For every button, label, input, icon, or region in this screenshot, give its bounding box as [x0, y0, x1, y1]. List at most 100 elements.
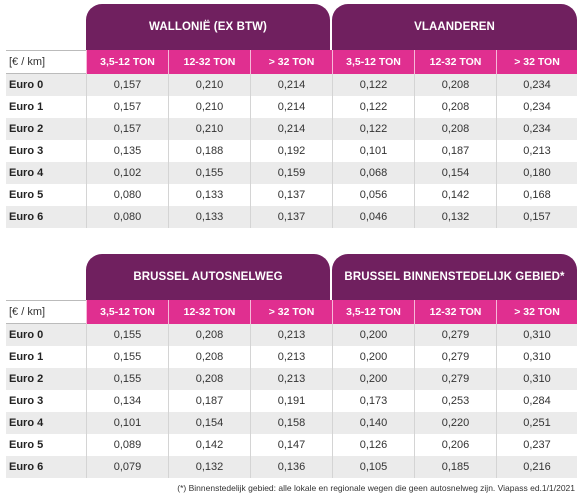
table-cell: 0,155	[86, 368, 168, 390]
table-cell: 0,137	[250, 184, 332, 206]
column-header: 12-32 TON	[168, 300, 250, 324]
table-cell: 0,251	[496, 412, 577, 434]
table-row: Euro 2 0,157 0,210 0,214 0,122 0,208 0,2…	[6, 118, 577, 140]
table-cell: 0,126	[332, 434, 414, 456]
column-header: > 32 TON	[250, 50, 332, 74]
table-row: Euro 5 0,080 0,133 0,137 0,056 0,142 0,1…	[6, 184, 577, 206]
table-cell: 0,213	[250, 324, 332, 346]
table-cell: 0,105	[332, 456, 414, 478]
row-label: Euro 4	[6, 162, 86, 184]
table-cell: 0,168	[496, 184, 577, 206]
column-header-row: [€ / km] 3,5-12 TON 12-32 TON > 32 TON 3…	[6, 50, 577, 74]
table-cell: 0,157	[496, 206, 577, 228]
table-cell: 0,210	[168, 96, 250, 118]
table-cell: 0,142	[168, 434, 250, 456]
table-cell: 0,155	[168, 162, 250, 184]
table-cell: 0,157	[86, 74, 168, 96]
table-cell: 0,208	[414, 74, 496, 96]
table-cell: 0,102	[86, 162, 168, 184]
row-label: Euro 1	[6, 96, 86, 118]
table-cell: 0,214	[250, 74, 332, 96]
table-cell: 0,159	[250, 162, 332, 184]
table-cell: 0,142	[414, 184, 496, 206]
column-header: 3,5-12 TON	[86, 300, 168, 324]
table-row: Euro 6 0,079 0,132 0,136 0,105 0,185 0,2…	[6, 456, 577, 478]
table-cell: 0,210	[168, 74, 250, 96]
table-cell: 0,200	[332, 346, 414, 368]
table-cell: 0,208	[168, 324, 250, 346]
table-cell: 0,140	[332, 412, 414, 434]
row-label: Euro 4	[6, 412, 86, 434]
column-header: 12-32 TON	[414, 300, 496, 324]
table-row: Euro 4 0,102 0,155 0,159 0,068 0,154 0,1…	[6, 162, 577, 184]
table-row: Euro 2 0,155 0,208 0,213 0,200 0,279 0,3…	[6, 368, 577, 390]
table-cell: 0,279	[414, 324, 496, 346]
table-cell: 0,284	[496, 390, 577, 412]
unit-label: [€ / km]	[6, 50, 86, 74]
table-cell: 0,213	[250, 368, 332, 390]
table-cell: 0,122	[332, 96, 414, 118]
region-header-brussels-motorway: BRUSSEL AUTOSNELWEG	[86, 254, 330, 300]
region-header-row: BRUSSEL AUTOSNELWEG BRUSSEL BINNENSTEDEL…	[6, 254, 577, 300]
table-cell: 0,279	[414, 368, 496, 390]
table-cell: 0,132	[168, 456, 250, 478]
column-header: 12-32 TON	[168, 50, 250, 74]
table-cell: 0,234	[496, 74, 577, 96]
table-cell: 0,158	[250, 412, 332, 434]
table-cell: 0,200	[332, 368, 414, 390]
column-header: > 32 TON	[496, 50, 577, 74]
column-header: 3,5-12 TON	[86, 50, 168, 74]
table-cell: 0,253	[414, 390, 496, 412]
table-row: Euro 0 0,155 0,208 0,213 0,200 0,279 0,3…	[6, 324, 577, 346]
region-header-brussels-urban: BRUSSEL BINNENSTEDELIJK GEBIED*	[332, 254, 577, 300]
table-cell: 0,133	[168, 184, 250, 206]
table-cell: 0,208	[414, 118, 496, 140]
table-cell: 0,208	[168, 368, 250, 390]
column-header: > 32 TON	[250, 300, 332, 324]
table-cell: 0,046	[332, 206, 414, 228]
table-row: Euro 5 0,089 0,142 0,147 0,126 0,206 0,2…	[6, 434, 577, 456]
table-cell: 0,237	[496, 434, 577, 456]
table-cell: 0,214	[250, 96, 332, 118]
table-cell: 0,173	[332, 390, 414, 412]
table-row: Euro 1 0,157 0,210 0,214 0,122 0,208 0,2…	[6, 96, 577, 118]
row-label: Euro 0	[6, 74, 86, 96]
table-cell: 0,080	[86, 184, 168, 206]
column-header: > 32 TON	[496, 300, 577, 324]
table-cell: 0,056	[332, 184, 414, 206]
table-row: Euro 6 0,080 0,133 0,137 0,046 0,132 0,1…	[6, 206, 577, 228]
table-row: Euro 3 0,134 0,187 0,191 0,173 0,253 0,2…	[6, 390, 577, 412]
table-cell: 0,080	[86, 206, 168, 228]
table-cell: 0,188	[168, 140, 250, 162]
row-label: Euro 3	[6, 390, 86, 412]
table-cell: 0,133	[168, 206, 250, 228]
table-cell: 0,234	[496, 96, 577, 118]
table-cell: 0,214	[250, 118, 332, 140]
column-header: 3,5-12 TON	[332, 300, 414, 324]
table-cell: 0,187	[414, 140, 496, 162]
table-cell: 0,213	[496, 140, 577, 162]
table-cell: 0,310	[496, 368, 577, 390]
table-cell: 0,216	[496, 456, 577, 478]
table-cell: 0,220	[414, 412, 496, 434]
table-cell: 0,122	[332, 74, 414, 96]
table-cell: 0,089	[86, 434, 168, 456]
row-label: Euro 3	[6, 140, 86, 162]
table-cell: 0,136	[250, 456, 332, 478]
row-label: Euro 2	[6, 118, 86, 140]
unit-label: [€ / km]	[6, 300, 86, 324]
table-cell: 0,208	[168, 346, 250, 368]
row-label: Euro 5	[6, 184, 86, 206]
table-cell: 0,206	[414, 434, 496, 456]
row-label: Euro 0	[6, 324, 86, 346]
row-label: Euro 6	[6, 456, 86, 478]
table-cell: 0,101	[86, 412, 168, 434]
table-cell: 0,310	[496, 324, 577, 346]
column-header-row: [€ / km] 3,5-12 TON 12-32 TON > 32 TON 3…	[6, 300, 577, 324]
table-cell: 0,185	[414, 456, 496, 478]
table-cell: 0,137	[250, 206, 332, 228]
table-cell: 0,147	[250, 434, 332, 456]
table-cell: 0,279	[414, 346, 496, 368]
row-label: Euro 6	[6, 206, 86, 228]
table-cell: 0,191	[250, 390, 332, 412]
